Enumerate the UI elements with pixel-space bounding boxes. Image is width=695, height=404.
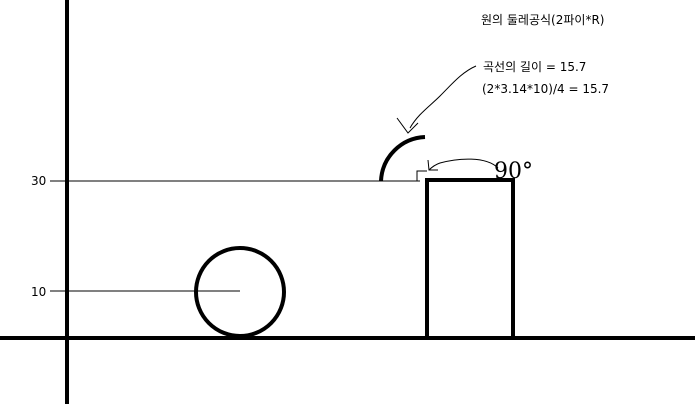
arc-annotation-arrow	[409, 65, 477, 129]
rectangle-block	[425, 178, 515, 340]
handwritten-90-degree-note: 90°	[494, 159, 533, 184]
rolling-circle	[194, 246, 286, 338]
arc-length-calculation: (2*3.14*10)/4 = 15.7	[482, 82, 609, 96]
arc-length-label: 곡선의 길이 = 15.7	[483, 60, 586, 74]
angle-annotation-arrow	[428, 158, 499, 171]
y-tick-label-30: 30	[31, 174, 46, 188]
circumference-formula-title: 원의 둘레공식(2파이*R)	[481, 13, 604, 27]
arc-annotation-arrowhead	[396, 117, 419, 134]
quarter-arc	[379, 135, 426, 182]
angle-annotation-arrowhead	[427, 159, 438, 171]
right-angle-marker	[416, 170, 427, 181]
y-tick-label-10: 10	[31, 285, 46, 299]
